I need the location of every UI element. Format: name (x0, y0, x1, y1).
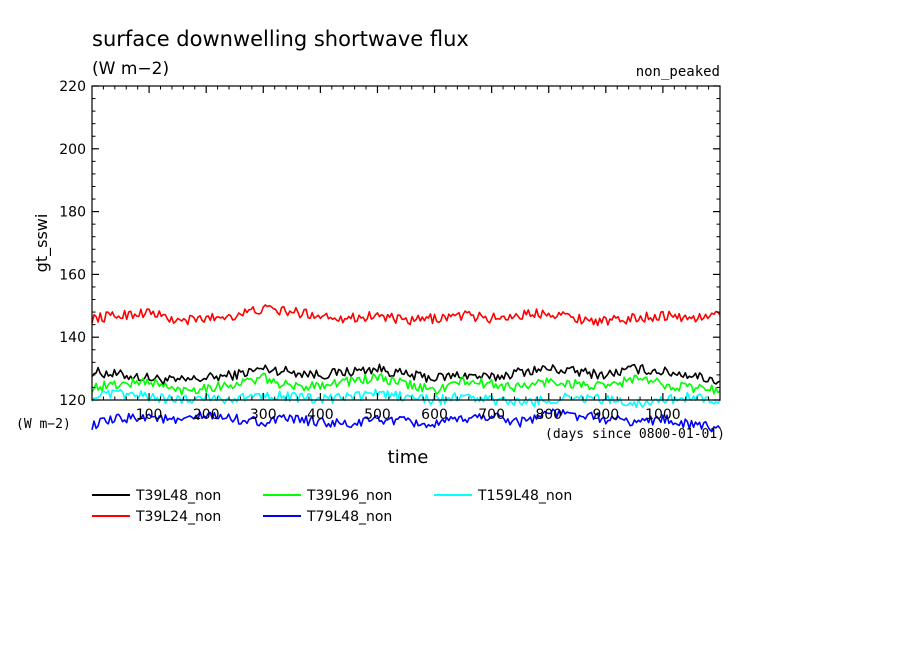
x-tick-label: 100 (136, 407, 163, 423)
x-tick-label: 600 (421, 407, 448, 423)
x-unit-label: (days since 0800-01-01) (545, 427, 725, 442)
plot-frame (91, 85, 721, 401)
chart-subtitle: (W m−2) (92, 59, 169, 79)
x-tick-label: 500 (364, 407, 391, 423)
legend: T39L48_non T39L96_non T159L48_non T39L24_no… (92, 488, 572, 525)
y-tick-label: 220 (59, 79, 86, 95)
x-tick-label: 900 (592, 407, 619, 423)
y-tick-label: 200 (59, 142, 86, 158)
series-line-T39L48_non (91, 363, 721, 386)
y-tick-label: 160 (59, 267, 86, 283)
x-tick-label: 300 (250, 407, 277, 423)
legend-label-T39L96_non: T39L96_non (306, 488, 392, 504)
y-tick-label: 180 (59, 205, 86, 221)
x-tick-label: 800 (535, 407, 562, 423)
series-line-T79L48_non (91, 408, 721, 433)
y-axis-label: gt_sswi (32, 214, 52, 273)
chart-annotation: non_peaked (636, 64, 720, 80)
chart-title: surface downwelling shortwave flux (92, 27, 469, 51)
series-line-T159L48_non (91, 388, 721, 409)
x-tick-label: 1000 (645, 407, 681, 423)
series-line-T39L96_non (91, 372, 721, 396)
series-layer (91, 304, 721, 433)
legend-label-T39L48_non: T39L48_non (135, 488, 221, 504)
y-unit-label: (W m−2) (16, 417, 71, 432)
legend-label-T159L48_non: T159L48_non (477, 488, 572, 504)
x-axis-label: time (388, 447, 429, 468)
y-tick-label: 120 (59, 393, 86, 409)
x-tick-label: 700 (478, 407, 505, 423)
x-tick-label: 400 (307, 407, 334, 423)
ticks-layer: 120 140 160 180 200 220 100 200 300 400 500 600 700 8… (59, 79, 720, 423)
legend-label-T39L24_non: T39L24_non (135, 509, 221, 525)
x-tick-label: 200 (193, 407, 220, 423)
legend-label-T79L48_non: T79L48_non (306, 509, 392, 525)
y-tick-label: 140 (59, 330, 86, 346)
series-line-T39L24_non (91, 304, 721, 327)
